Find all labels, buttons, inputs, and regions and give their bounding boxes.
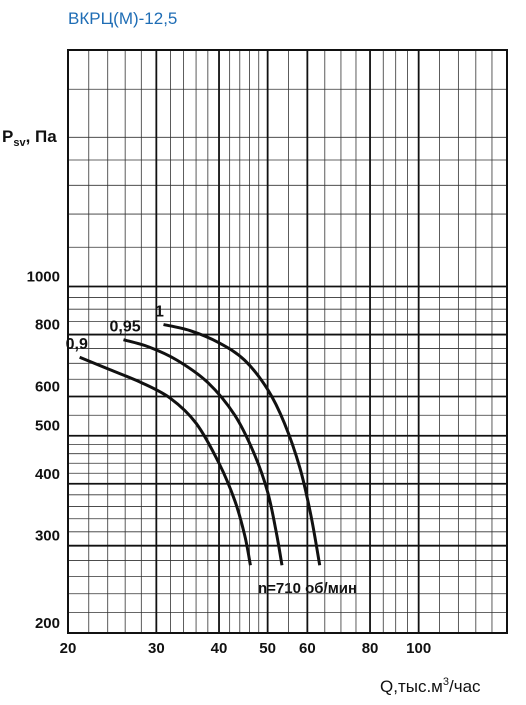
y-tick-label: 400 — [35, 466, 60, 483]
y-tick-label: 300 — [35, 528, 60, 545]
curve — [123, 338, 284, 566]
curve-label: 1 — [155, 304, 164, 321]
curve-label: 0,95 — [109, 319, 140, 336]
chart-title: ВКРЦ(М)-12,5 — [68, 9, 177, 28]
y-tick-label: 200 — [35, 615, 60, 632]
y-label-main: P — [2, 127, 13, 146]
plot-frame — [67, 49, 508, 634]
curve — [79, 355, 252, 566]
x-tick-label: 30 — [148, 640, 165, 657]
curve — [163, 323, 322, 566]
y-label-sub: sv — [13, 137, 26, 149]
y-tick-label: 500 — [35, 418, 60, 435]
y-tick-label: 600 — [35, 378, 60, 395]
x-label-sup: 3 — [443, 676, 449, 688]
y-tick-label: 800 — [35, 317, 60, 334]
x-label-main: Q,тыс.м — [380, 677, 443, 696]
x-tick-label: 80 — [362, 640, 379, 657]
x-axis-label: Q,тыс.м3/час — [380, 676, 481, 696]
x-label-rest: /час — [449, 677, 481, 696]
x-tick-label: 20 — [60, 640, 77, 657]
x-tick-label: 100 — [406, 640, 431, 657]
curve-label: 0,9 — [66, 336, 88, 353]
x-tick-label: 60 — [299, 640, 316, 657]
x-tick-label: 50 — [259, 640, 276, 657]
y-tick-label: 1000 — [27, 269, 60, 286]
y-label-rest: , Па — [26, 127, 58, 146]
x-tick-label: 40 — [211, 640, 228, 657]
y-axis-label: Psv, Па — [2, 127, 57, 149]
